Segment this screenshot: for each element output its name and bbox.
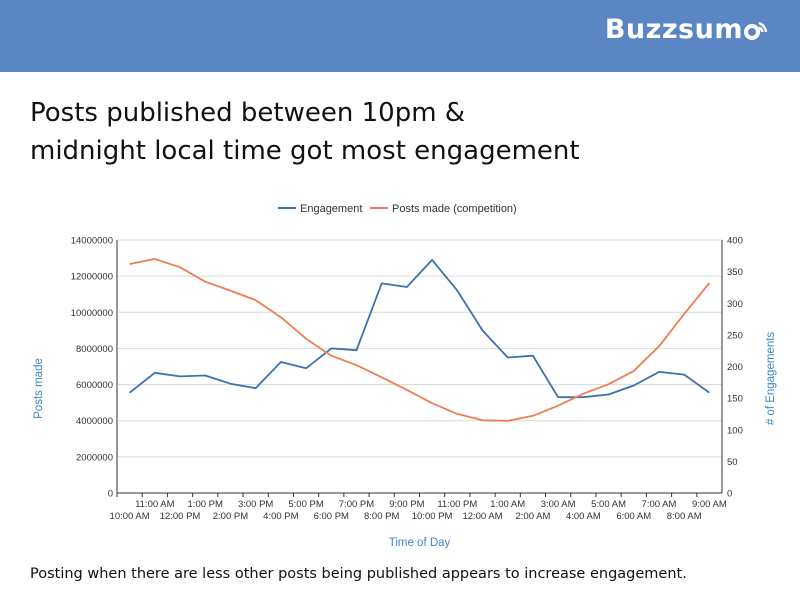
x-tick-label: 7:00 PM bbox=[339, 499, 374, 510]
y2-tick-label: 400 bbox=[727, 236, 743, 247]
chart-grid bbox=[117, 239, 722, 494]
x-tick-label: 8:00 AM bbox=[667, 511, 702, 522]
x-tick-label: 6:00 PM bbox=[314, 511, 349, 522]
x-tick-label: 3:00 AM bbox=[541, 499, 576, 510]
y-tick-label: 0 bbox=[108, 489, 113, 500]
y2-axis-title: # of Engagements bbox=[765, 332, 777, 426]
y-tick-label: 4000000 bbox=[76, 416, 113, 427]
x-tick-label: 8:00 PM bbox=[364, 511, 399, 522]
x-tick-label: 5:00 PM bbox=[288, 499, 323, 510]
x-tick-label: 3:00 PM bbox=[238, 499, 273, 510]
y2-tick-label: 150 bbox=[727, 394, 743, 405]
x-tick-label: 2:00 PM bbox=[213, 511, 248, 522]
x-tick-label: 12:00 AM bbox=[462, 511, 502, 522]
chart-axes: 0 2000000 4000000 6000000 8000000 10000000 120… bbox=[71, 236, 743, 523]
logo-text: Buzzsum bbox=[604, 14, 743, 45]
x-tick-label: 2:00 AM bbox=[516, 511, 551, 522]
wifi-signal-icon bbox=[744, 21, 768, 40]
series-line-posts-made-competition bbox=[129, 258, 711, 422]
y-tick-label: 2000000 bbox=[76, 452, 113, 463]
buzzsumo-logo: Buzzsum bbox=[605, 14, 770, 45]
x-tick-label: 11:00 PM bbox=[437, 499, 477, 510]
x-tick-label: 5:00 AM bbox=[591, 499, 626, 510]
y2-tick-label: 0 bbox=[727, 489, 732, 500]
x-tick-label: 6:00 AM bbox=[616, 511, 651, 522]
x-tick-label: 4:00 AM bbox=[566, 511, 601, 522]
x-tick-label: 10:00 PM bbox=[412, 511, 453, 522]
series-line-engagement bbox=[129, 259, 710, 399]
y-axis-title: Posts made bbox=[33, 358, 45, 419]
x-tick-label: 11:00 AM bbox=[135, 499, 175, 510]
y-tick-label: 12000000 bbox=[71, 272, 113, 283]
x-tick-label: 7:00 AM bbox=[642, 499, 677, 510]
y2-tick-label: 350 bbox=[727, 267, 743, 278]
y2-tick-label: 100 bbox=[727, 425, 743, 436]
y-tick-label: 8000000 bbox=[76, 344, 113, 355]
legend-label: Engagement bbox=[300, 203, 362, 215]
x-tick-label: 12:00 PM bbox=[160, 511, 201, 522]
chart-series bbox=[129, 258, 711, 422]
x-axis-title: Time of Day bbox=[389, 537, 451, 549]
x-tick-label: 10:00 AM bbox=[110, 511, 150, 522]
x-tick-label: 1:00 PM bbox=[188, 499, 223, 510]
x-tick-label: 1:00 AM bbox=[490, 499, 525, 510]
page-title: Posts published between 10pm & midnight … bbox=[30, 94, 770, 170]
y2-tick-label: 300 bbox=[727, 299, 743, 310]
title-line-2: midnight local time got most engagement bbox=[30, 136, 580, 166]
title-line-1: Posts published between 10pm & bbox=[30, 98, 466, 128]
x-tick-label: 4:00 PM bbox=[263, 511, 298, 522]
y2-tick-label: 250 bbox=[727, 330, 743, 341]
chart-labels: Time of Day Posts made # of Engagements bbox=[33, 332, 777, 549]
footnote-text: Posting when there are less other posts … bbox=[30, 566, 687, 582]
y-tick-label: 14000000 bbox=[71, 236, 113, 247]
y2-tick-label: 200 bbox=[727, 362, 743, 373]
header-banner: Buzzsum bbox=[0, 0, 800, 72]
x-tick-label: 9:00 AM bbox=[692, 499, 727, 510]
y2-tick-label: 50 bbox=[727, 457, 738, 468]
y-tick-label: 6000000 bbox=[76, 380, 113, 391]
legend-label: Posts made (competition) bbox=[392, 203, 517, 215]
x-tick-label: 9:00 PM bbox=[389, 499, 424, 510]
engagement-chart: 0 2000000 4000000 6000000 8000000 10000000 120… bbox=[33, 203, 777, 549]
chart-legend: Engagement Posts made (competition) bbox=[278, 203, 517, 215]
y-tick-label: 10000000 bbox=[71, 308, 113, 319]
